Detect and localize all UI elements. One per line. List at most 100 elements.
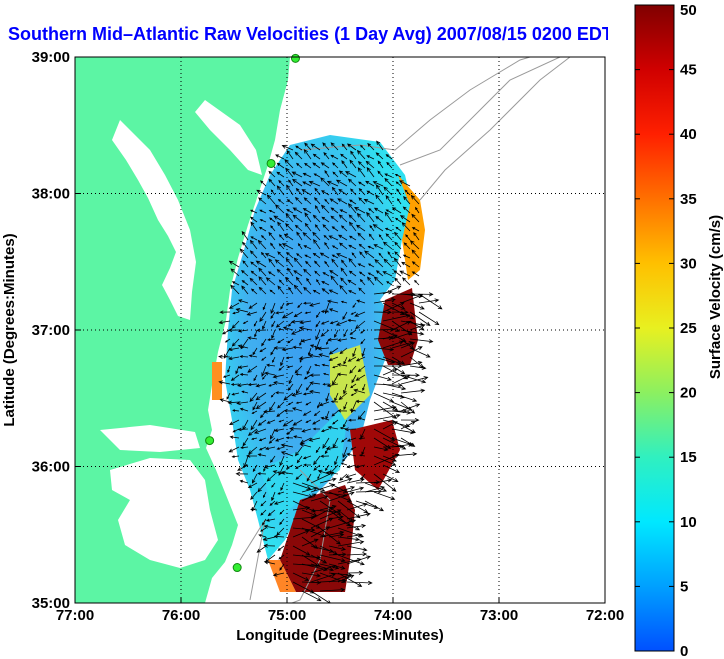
velocity-arrow — [276, 410, 285, 417]
velocity-arrow — [400, 346, 423, 358]
velocity-arrow — [339, 209, 348, 214]
velocity-arrow — [309, 302, 321, 307]
velocity-arrow — [277, 221, 285, 232]
velocity-arrow — [352, 302, 357, 309]
y-axis: 35:00 36:00 37:00 38:00 39:00 — [32, 49, 81, 612]
velocity-arrow — [249, 239, 258, 250]
velocity-arrow — [231, 392, 240, 396]
velocity-arrow — [346, 143, 357, 151]
y-tick-label: 35:00 — [32, 595, 70, 612]
velocity-arrow — [337, 509, 354, 523]
velocity-arrow — [286, 365, 294, 369]
velocity-arrow — [305, 260, 312, 268]
colorbar — [634, 4, 675, 652]
velocity-arrow — [278, 234, 285, 241]
velocity-arrow — [339, 347, 348, 355]
velocity-arrow — [250, 508, 258, 511]
velocity-arrow — [373, 478, 393, 484]
velocity-arrow — [357, 160, 366, 169]
velocity-arrow — [281, 347, 294, 352]
velocity-arrow — [394, 174, 402, 178]
velocity-arrow — [322, 372, 330, 376]
velocity-arrow — [280, 482, 285, 491]
velocity-arrow — [347, 356, 357, 362]
velocity-arrow — [409, 240, 420, 250]
velocity-arrow — [346, 452, 357, 457]
velocity-arrow — [391, 392, 418, 402]
velocity-arrow — [346, 437, 357, 442]
station-marker — [205, 436, 215, 446]
velocity-arrow — [348, 257, 357, 268]
velocity-arrow — [322, 383, 330, 386]
velocity-arrow — [373, 453, 400, 466]
velocity-arrow — [315, 446, 321, 454]
velocity-arrow — [347, 203, 357, 214]
velocity-arrow — [275, 320, 285, 328]
velocity-arrow — [252, 401, 258, 411]
velocity-arrow — [231, 338, 240, 347]
velocity-arrow — [346, 486, 365, 493]
colorbar-tick-label: 15 — [680, 449, 697, 466]
velocity-arrow — [277, 401, 285, 409]
velocity-arrow — [373, 207, 384, 214]
velocity-arrow — [296, 231, 303, 241]
velocity-arrow — [263, 409, 276, 414]
velocity-arrow — [409, 292, 434, 297]
velocity-arrow — [292, 207, 303, 214]
velocity-arrow — [410, 194, 420, 205]
velocity-arrow — [277, 198, 285, 205]
velocity-arrow — [294, 365, 303, 374]
velocity-arrow — [348, 244, 357, 250]
velocity-arrow — [239, 248, 249, 259]
velocity-arrow — [385, 233, 393, 241]
velocity-arrow — [320, 310, 330, 314]
velocity-arrow — [359, 278, 366, 286]
velocity-arrow — [252, 347, 258, 356]
velocity-arrow — [341, 143, 348, 151]
velocity-arrow — [322, 224, 330, 232]
velocity-arrow — [338, 214, 348, 223]
velocity-arrow — [292, 482, 312, 490]
colorbar-tick-label: 20 — [680, 385, 697, 402]
velocity-arrow — [218, 354, 231, 359]
velocity-arrow — [349, 199, 357, 205]
velocity-arrow — [258, 267, 267, 277]
albemarle-sound — [100, 425, 200, 452]
velocity-arrow — [346, 552, 368, 557]
velocity-arrow — [296, 253, 303, 259]
velocity-arrow — [314, 205, 321, 214]
velocity-arrow — [324, 241, 330, 250]
velocity-arrow — [313, 464, 321, 471]
velocity-arrow — [356, 212, 366, 223]
velocity-arrow — [302, 392, 312, 396]
velocity-arrow — [235, 308, 249, 313]
velocity-arrow — [343, 356, 348, 365]
velocity-arrow — [275, 437, 285, 442]
velocity-arrow — [262, 302, 267, 311]
velocity-arrow — [294, 151, 303, 160]
velocity-arrow — [250, 419, 258, 431]
velocity-arrow — [313, 239, 321, 250]
velocity-arrow — [301, 486, 318, 493]
velocity-arrow — [280, 356, 285, 367]
velocity-arrow — [348, 221, 357, 232]
velocity-arrow — [394, 251, 402, 259]
velocity-arrow — [337, 338, 348, 342]
velocity-arrow — [279, 509, 285, 515]
velocity-arrow — [358, 417, 366, 421]
velocity-arrow — [313, 410, 321, 417]
velocity-arrow — [286, 464, 294, 469]
velocity-arrow — [303, 148, 312, 160]
velocity-arrow — [383, 186, 393, 196]
velocity-arrow — [295, 276, 303, 286]
velocity-arrow — [396, 188, 402, 196]
velocity-arrow — [400, 403, 421, 412]
velocity-arrow — [282, 419, 294, 427]
velocity-arrow — [375, 270, 384, 277]
velocity-arrow — [377, 160, 384, 169]
velocity-arrow — [342, 446, 348, 459]
velocity-arrow — [257, 419, 267, 426]
velocity-arrow — [312, 289, 321, 295]
velocity-arrow — [279, 518, 285, 526]
velocity-arrow — [366, 190, 375, 196]
